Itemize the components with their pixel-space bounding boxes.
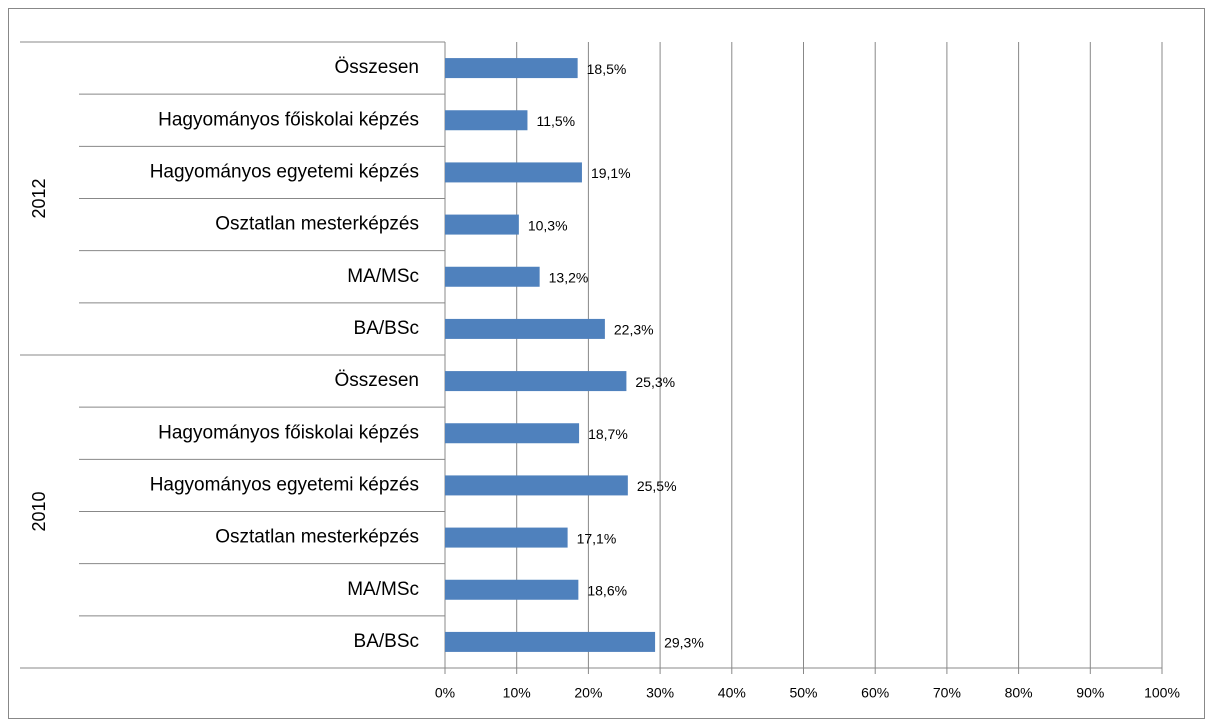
value-label: 25,5% bbox=[637, 478, 677, 494]
y-tick-label: Hagyományos főiskolai képzés bbox=[158, 422, 419, 443]
y-tick-label: BA/BSc bbox=[354, 631, 419, 652]
y-tick-label: MA/MSc bbox=[347, 579, 419, 600]
group-label: 2012 bbox=[29, 178, 49, 218]
bar bbox=[445, 266, 540, 287]
bar bbox=[445, 475, 628, 496]
bar bbox=[445, 527, 568, 548]
bar bbox=[445, 371, 627, 392]
x-tick-label: 100% bbox=[1144, 685, 1180, 701]
y-tick-label: Hagyományos egyetemi képzés bbox=[150, 474, 419, 495]
bar bbox=[445, 579, 579, 600]
bar bbox=[445, 110, 528, 131]
x-tick-label: 70% bbox=[933, 685, 961, 701]
value-label: 19,1% bbox=[591, 165, 631, 181]
value-label: 18,7% bbox=[588, 426, 628, 442]
bar bbox=[445, 214, 519, 235]
x-tick-label: 90% bbox=[1076, 685, 1104, 701]
value-label: 22,3% bbox=[614, 322, 654, 338]
y-tick-label: Hagyományos főiskolai képzés bbox=[158, 109, 419, 130]
bar bbox=[445, 58, 578, 79]
y-tick-label: Hagyományos egyetemi képzés bbox=[150, 161, 419, 182]
chart-frame bbox=[8, 8, 1205, 719]
x-tick-label: 40% bbox=[718, 685, 746, 701]
x-tick-label: 0% bbox=[435, 685, 455, 701]
value-label: 25,3% bbox=[635, 374, 675, 390]
group-label: 2010 bbox=[29, 491, 49, 531]
bar bbox=[445, 318, 605, 339]
value-label: 18,6% bbox=[587, 582, 627, 598]
y-tick-label: Összesen bbox=[335, 57, 419, 78]
x-tick-label: 80% bbox=[1005, 685, 1033, 701]
x-tick-label: 50% bbox=[789, 685, 817, 701]
x-tick-label: 20% bbox=[574, 685, 602, 701]
y-tick-label: BA/BSc bbox=[354, 318, 419, 339]
x-tick-label: 60% bbox=[861, 685, 889, 701]
value-label: 11,5% bbox=[536, 113, 575, 129]
y-tick-label: Osztatlan mesterképzés bbox=[215, 214, 419, 235]
value-label: 18,5% bbox=[587, 61, 627, 77]
x-tick-label: 30% bbox=[646, 685, 674, 701]
bar bbox=[445, 631, 656, 652]
y-tick-label: Osztatlan mesterképzés bbox=[215, 527, 419, 548]
value-label: 13,2% bbox=[549, 269, 589, 285]
bar bbox=[445, 162, 582, 183]
value-label: 10,3% bbox=[528, 217, 568, 233]
x-tick-label: 10% bbox=[503, 685, 531, 701]
value-label: 29,3% bbox=[664, 635, 704, 651]
y-tick-label: MA/MSc bbox=[347, 266, 419, 287]
bar bbox=[445, 423, 580, 444]
value-label: 17,1% bbox=[577, 530, 617, 546]
y-tick-label: Összesen bbox=[335, 370, 419, 391]
